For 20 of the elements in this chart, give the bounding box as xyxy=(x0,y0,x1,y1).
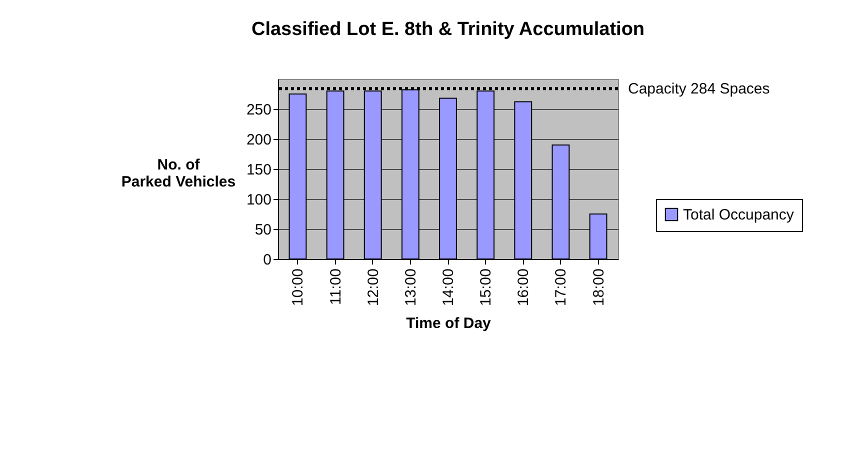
x-tick-label: 18:00 xyxy=(590,268,608,306)
x-tick-label: 14:00 xyxy=(440,268,457,306)
x-axis-title: Time of Day xyxy=(406,315,492,332)
x-tick-label: 17:00 xyxy=(552,268,570,306)
x-tick-label: 12:00 xyxy=(364,268,382,306)
x-tick-label: 15:00 xyxy=(478,268,495,306)
chart-title: Classified Lot E. 8th & Trinity Accumulation xyxy=(251,19,645,40)
y-tick-label: 100 xyxy=(246,192,272,208)
y-tick-label: 200 xyxy=(246,132,272,148)
y-tick-label: 50 xyxy=(254,222,272,238)
y-tick-label: 150 xyxy=(246,162,272,178)
y-tick-label: 0 xyxy=(263,252,272,268)
x-tick-label: 13:00 xyxy=(402,268,420,306)
legend-label: Total Occupancy xyxy=(683,206,794,224)
ref-line-label: Capacity 284 Spaces xyxy=(628,80,770,98)
x-tick-label: 11:00 xyxy=(327,268,344,305)
y-tick-label: 250 xyxy=(246,102,272,118)
y-axis-title: No. of Parked Vehicles xyxy=(121,156,236,190)
x-tick-label: 10:00 xyxy=(290,268,307,306)
x-tick-label: 16:00 xyxy=(515,268,532,306)
